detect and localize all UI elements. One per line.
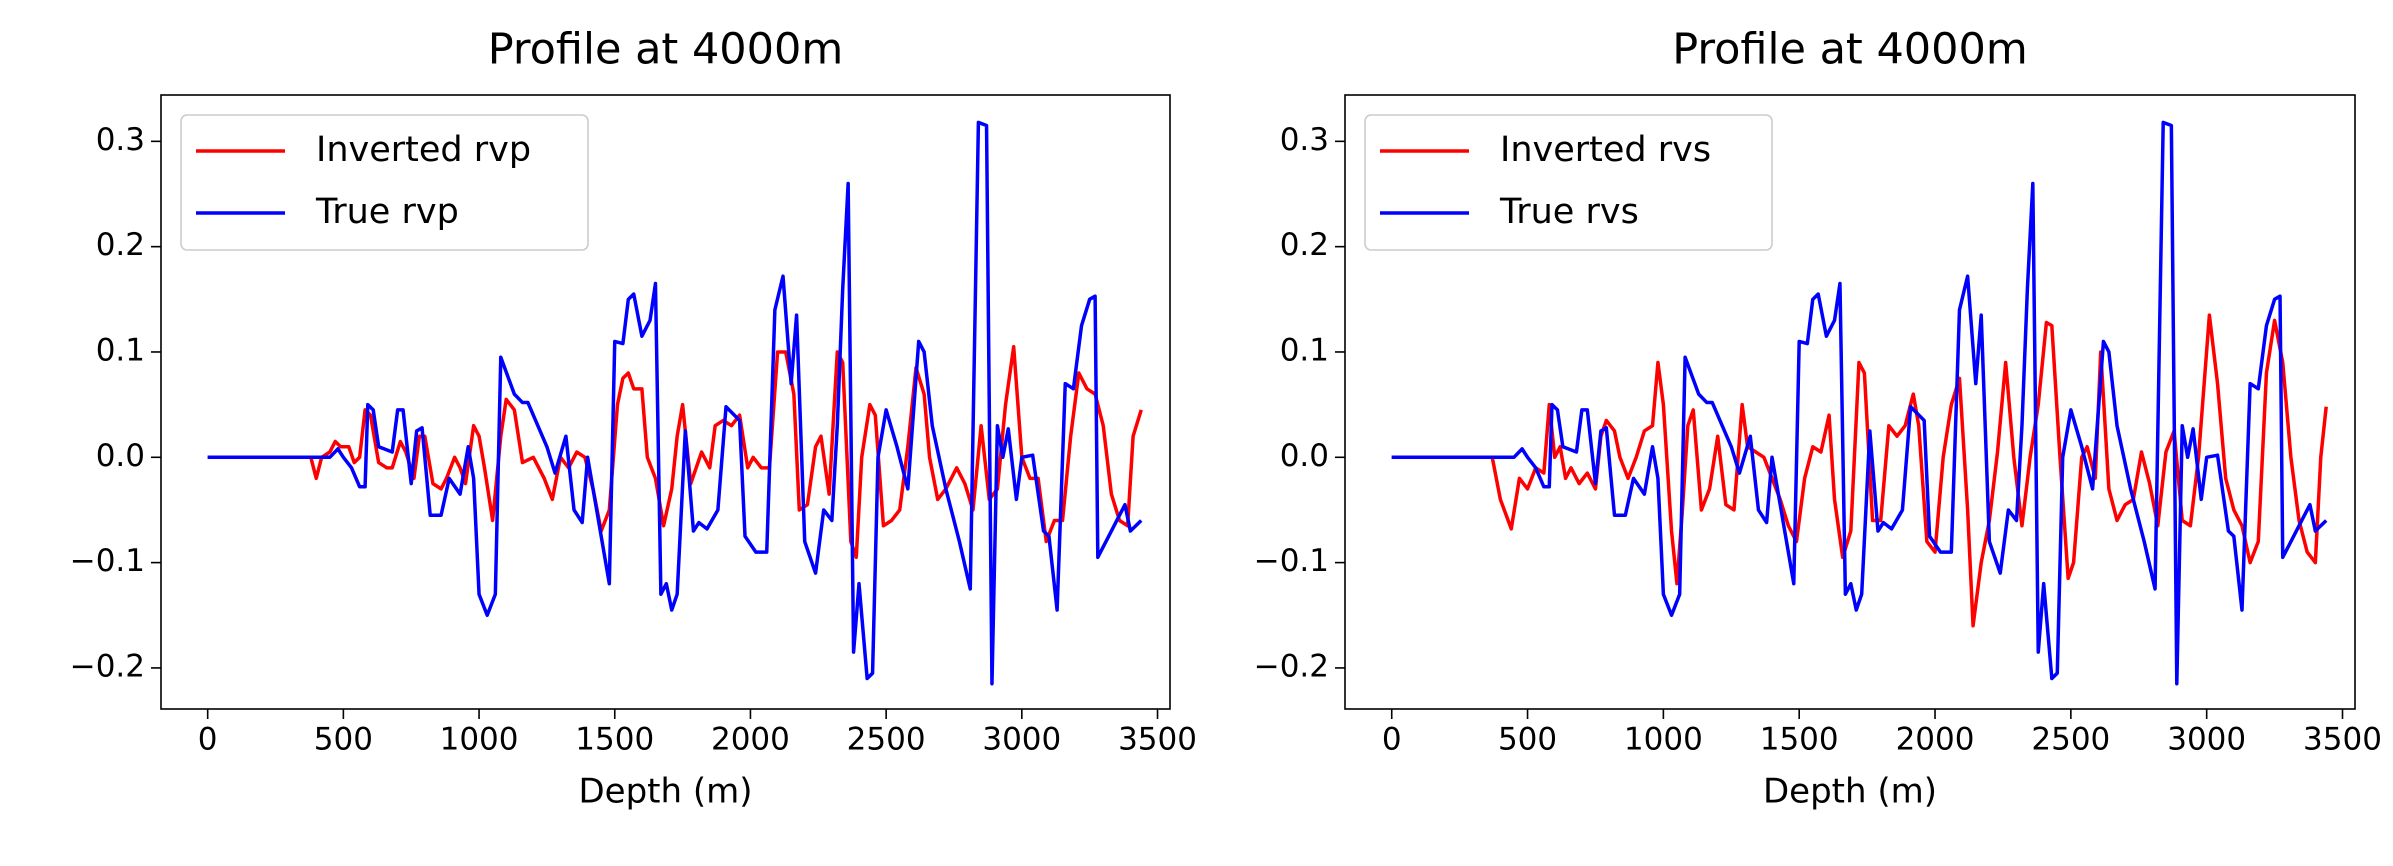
plot-area bbox=[1391, 120, 2328, 686]
x-tick-label: 0 bbox=[198, 722, 218, 758]
legend-label: True rvs bbox=[1499, 192, 1639, 232]
legend-label: True rvp bbox=[315, 192, 459, 232]
chart-panel: Profile at 4000m 0 500 1000 1500 2000 2500 3000… bbox=[1254, 25, 2382, 812]
x-tick-label: 2500 bbox=[847, 722, 926, 758]
y-tick-label: −0.2 bbox=[1254, 648, 1329, 684]
x-tick-label: 1500 bbox=[1760, 722, 1839, 758]
legend-box bbox=[180, 114, 589, 251]
legend: Inverted rvs True rvs bbox=[1364, 114, 1773, 251]
x-tick-label: 3500 bbox=[1118, 722, 1197, 758]
chart-title: Profile at 4000m bbox=[488, 25, 844, 75]
y-tick-label: −0.1 bbox=[1254, 543, 1329, 579]
legend-label: Inverted rvs bbox=[1500, 130, 1711, 170]
x-tick-label: 500 bbox=[1498, 722, 1557, 758]
x-tick-label: 1000 bbox=[1624, 722, 1703, 758]
data-line bbox=[207, 120, 1143, 686]
y-tick-label: 0.2 bbox=[1280, 227, 1329, 263]
y-tick-label: 0.1 bbox=[96, 332, 145, 368]
chart-panel: Profile at 4000m 0 500 1000 1500 2000 2500 3000… bbox=[70, 25, 1197, 812]
axes-frame bbox=[160, 94, 1171, 710]
y-tick-label: −0.1 bbox=[70, 543, 145, 579]
x-axis-label: Depth (m) bbox=[1763, 772, 1937, 812]
legend-box bbox=[1364, 114, 1773, 251]
x-tick-label: 3000 bbox=[982, 722, 1061, 758]
data-line bbox=[1391, 313, 2328, 628]
y-tick-label: 0.3 bbox=[96, 122, 145, 158]
y-tick-label: 0.3 bbox=[1280, 122, 1329, 158]
plot-area bbox=[207, 120, 1143, 686]
x-tick-label: 0 bbox=[1382, 722, 1402, 758]
x-tick-label: 2500 bbox=[2031, 722, 2110, 758]
legend-label: Inverted rvp bbox=[316, 130, 531, 170]
x-tick-label: 3500 bbox=[2303, 722, 2382, 758]
axes-frame bbox=[1344, 94, 2356, 710]
y-tick-label: 0.0 bbox=[1280, 438, 1329, 474]
x-tick-label: 2000 bbox=[1896, 722, 1975, 758]
x-tick-label: 1500 bbox=[575, 722, 654, 758]
x-tick-label: 2000 bbox=[711, 722, 790, 758]
y-tick-label: −0.2 bbox=[70, 648, 145, 684]
x-tick-label: 3000 bbox=[2167, 722, 2246, 758]
y-tick-label: 0.0 bbox=[96, 438, 145, 474]
data-line bbox=[1391, 120, 2328, 686]
x-tick-label: 500 bbox=[314, 722, 373, 758]
legend: Inverted rvp True rvp bbox=[180, 114, 589, 251]
y-tick-label: 0.1 bbox=[1280, 332, 1329, 368]
chart-title: Profile at 4000m bbox=[1672, 25, 2028, 75]
x-tick-label: 1000 bbox=[440, 722, 519, 758]
y-tick-label: 0.2 bbox=[96, 227, 145, 263]
x-axis-label: Depth (m) bbox=[578, 772, 752, 812]
